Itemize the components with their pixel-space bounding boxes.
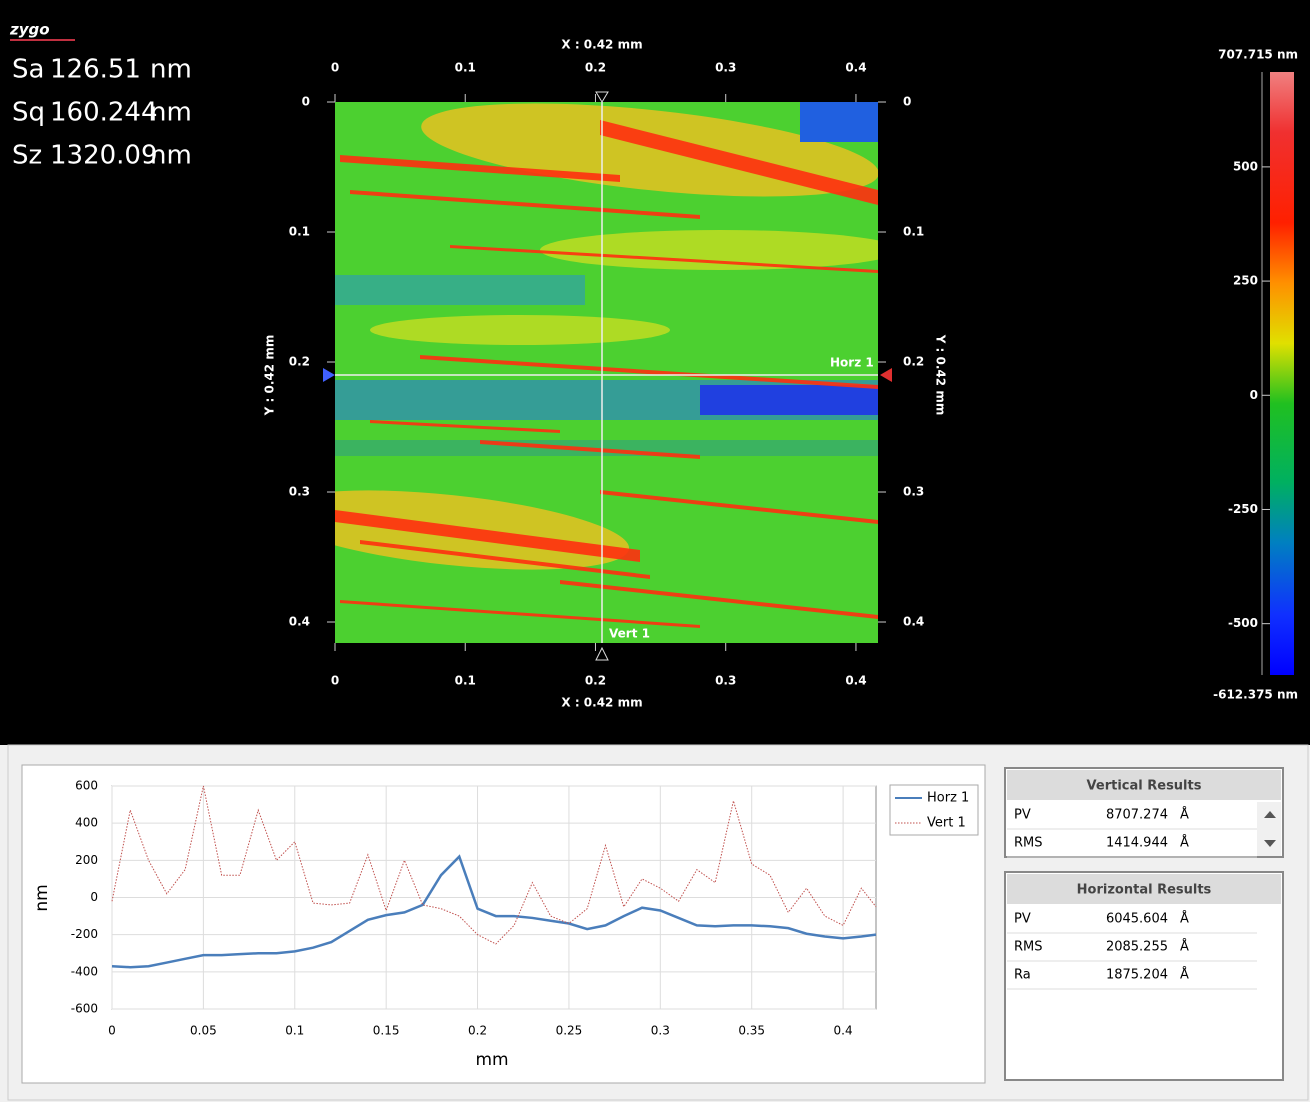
map-x-tick-label: 0.4 [845, 674, 866, 688]
y-tick-label: 600 [75, 779, 98, 793]
map-x-tick-label: 0.1 [455, 61, 476, 75]
legend-label: Vert 1 [927, 816, 966, 831]
x-tick-label: 0.4 [834, 1024, 853, 1038]
vert-cursor-label: Vert 1 [609, 627, 650, 641]
legend-label: Horz 1 [927, 791, 969, 806]
table-cell: PV [1014, 912, 1031, 927]
table-cell: Ra [1014, 968, 1031, 983]
map-x-title: X : 0.42 mm [561, 38, 642, 52]
table-cell: Å [1180, 939, 1189, 955]
y-axis-title: nm [32, 884, 52, 911]
stat-label: Sa [12, 55, 44, 85]
color-bar [1270, 72, 1294, 675]
stat-value: 160.244 [50, 98, 158, 128]
table-header [1007, 874, 1281, 904]
stat-unit: nm [150, 141, 192, 171]
y-tick-label: -600 [71, 1002, 98, 1016]
table-cell: Å [1180, 967, 1189, 983]
x-axis-title: mm [475, 1050, 508, 1070]
map-x-tick-label: 0.2 [585, 61, 606, 75]
stat-value: 1320.09 [50, 141, 158, 171]
table-cell: Å [1180, 835, 1189, 851]
stat-unit: nm [150, 55, 192, 85]
profile-line [111, 854, 877, 969]
map-y-tick-label: 0.1 [903, 225, 924, 239]
table-cell: 8707.274 [1106, 808, 1168, 823]
stat-unit: nm [150, 98, 192, 128]
map-x-tick-label: 0.1 [455, 674, 476, 688]
y-tick-label: -400 [71, 964, 98, 978]
color-bar-tick-label: 500 [1233, 159, 1258, 173]
horz-cursor-label: Horz 1 [830, 356, 874, 370]
color-bar-tick-label: -500 [1228, 616, 1258, 630]
map-x-tick-label: 0.3 [715, 61, 736, 75]
map-x-tick-label: 0 [331, 61, 339, 75]
color-min-label: -612.375 nm [1213, 688, 1298, 702]
table-cell: 6045.604 [1106, 912, 1168, 927]
x-tick-label: 0.1 [285, 1024, 304, 1038]
x-tick-label: 0 [108, 1024, 116, 1038]
scroll-up[interactable] [1264, 811, 1276, 818]
table-cell: PV [1014, 808, 1031, 823]
map-x-title: X : 0.42 mm [561, 696, 642, 710]
table-cell: 1414.944 [1106, 836, 1168, 851]
surface-map [335, 102, 878, 643]
table-cell: 1875.204 [1106, 968, 1168, 983]
x-tick-label: 0.05 [190, 1024, 217, 1038]
stat-label: Sq [12, 98, 45, 128]
map-x-tick-label: 0.2 [585, 674, 606, 688]
table-cell: Å [1180, 807, 1189, 823]
map-y-tick-label: 0.4 [289, 615, 310, 629]
table-title: Vertical Results [1087, 779, 1202, 794]
x-tick-label: 0.35 [738, 1024, 765, 1038]
map-y-tick-label: 0 [903, 95, 911, 109]
horizontal-results-panel [1004, 871, 1284, 1081]
cursor-handle[interactable] [880, 368, 892, 382]
legend [889, 784, 979, 836]
table-title: Horizontal Results [1077, 883, 1212, 898]
x-tick-label: 0.3 [651, 1024, 670, 1038]
table-cell: RMS [1014, 836, 1043, 851]
stat-label: Sz [12, 141, 42, 171]
map-y-title: Y : 0.42 mm [934, 334, 948, 416]
map-x-tick-label: 0 [331, 674, 339, 688]
scrollbar[interactable] [1257, 802, 1281, 856]
profile-line [111, 785, 877, 945]
map-x-tick-label: 0.4 [845, 61, 866, 75]
scroll-down[interactable] [1264, 840, 1276, 847]
table-header [1007, 770, 1281, 800]
table-cell: Å [1180, 911, 1189, 927]
cursor-handle[interactable] [595, 646, 609, 661]
y-tick-label: 400 [75, 816, 98, 830]
cursor-handle[interactable] [595, 91, 609, 103]
y-tick-label: -200 [71, 927, 98, 941]
map-y-tick-label: 0.2 [289, 355, 310, 369]
map-y-tick-label: 0.3 [289, 485, 310, 499]
stat-value: 126.51 [50, 55, 141, 85]
map-y-title: Y : 0.42 mm [263, 335, 277, 417]
map-y-tick-label: 0.1 [289, 225, 310, 239]
map-x-tick-label: 0.3 [715, 674, 736, 688]
color-bar-tick-label: 250 [1233, 274, 1258, 288]
map-y-tick-label: 0.3 [903, 485, 924, 499]
color-bar-tick-label: -250 [1228, 502, 1258, 516]
map-y-tick-label: 0.4 [903, 615, 924, 629]
x-tick-label: 0.15 [373, 1024, 400, 1038]
logo: zygo [9, 21, 50, 39]
map-y-tick-label: 0.2 [903, 355, 924, 369]
color-max-label: 707.715 nm [1218, 48, 1298, 62]
x-tick-label: 0.2 [468, 1024, 487, 1038]
x-tick-label: 0.25 [556, 1024, 583, 1038]
map-y-tick-label: 0 [302, 95, 310, 109]
table-cell: RMS [1014, 940, 1043, 955]
y-tick-label: 200 [75, 853, 98, 867]
y-tick-label: 0 [90, 890, 98, 904]
color-bar-tick-label: 0 [1250, 388, 1258, 402]
table-cell: 2085.255 [1106, 940, 1168, 955]
cursor-handle[interactable] [323, 368, 335, 382]
